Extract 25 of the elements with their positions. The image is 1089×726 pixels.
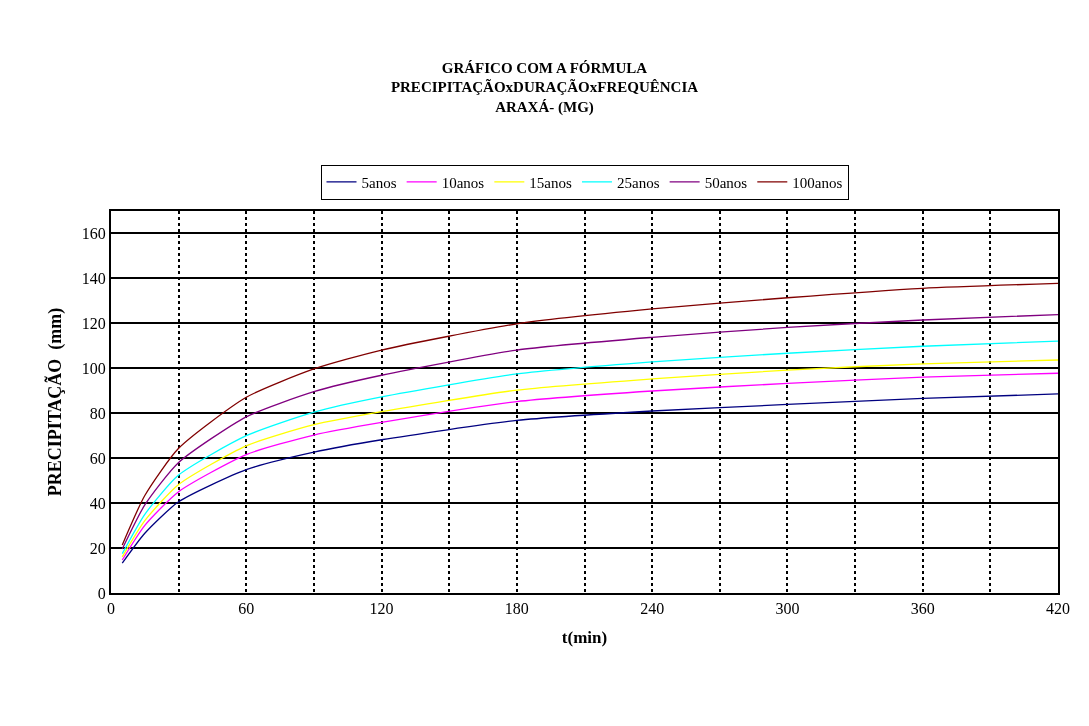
x-tick-label: 420 — [1046, 600, 1070, 618]
x-tick-label: 300 — [775, 600, 800, 618]
legend-label: 25anos — [616, 174, 660, 191]
legend-label: 100anos — [792, 174, 843, 191]
x-tick-label: 240 — [640, 600, 665, 618]
y-tick-label: 20 — [89, 539, 106, 557]
legend-label: 15anos — [529, 174, 572, 191]
y-tick-label: 80 — [89, 404, 106, 422]
y-tick-label: 160 — [81, 225, 106, 243]
legend-label: 5anos — [361, 174, 397, 191]
y-tick-label: 0 — [97, 584, 106, 602]
y-tick-label: 40 — [89, 494, 106, 512]
y-tick-label: 100 — [81, 359, 106, 377]
legend-label: 50anos — [704, 174, 748, 191]
y-tick-label: 60 — [89, 449, 106, 467]
x-tick-label: 180 — [504, 600, 529, 618]
chart-title: GRÁFICO COM A FÓRMULA PRECIPITAÇÃOxDURAÇÃOxFREQUÊNCIA ARAXÁ- (MG) — [390, 59, 699, 116]
x-axis-title: t(min) — [561, 628, 608, 648]
x-tick-label: 360 — [910, 600, 935, 618]
y-tick-label: 120 — [81, 314, 106, 332]
y-tick-label: 140 — [81, 270, 106, 288]
x-tick-label: 60 — [238, 600, 255, 618]
x-tick-label: 120 — [369, 600, 394, 618]
y-axis-title: PRECIPITAÇÃO (mm) — [44, 307, 67, 497]
legend-label: 10anos — [441, 174, 485, 191]
